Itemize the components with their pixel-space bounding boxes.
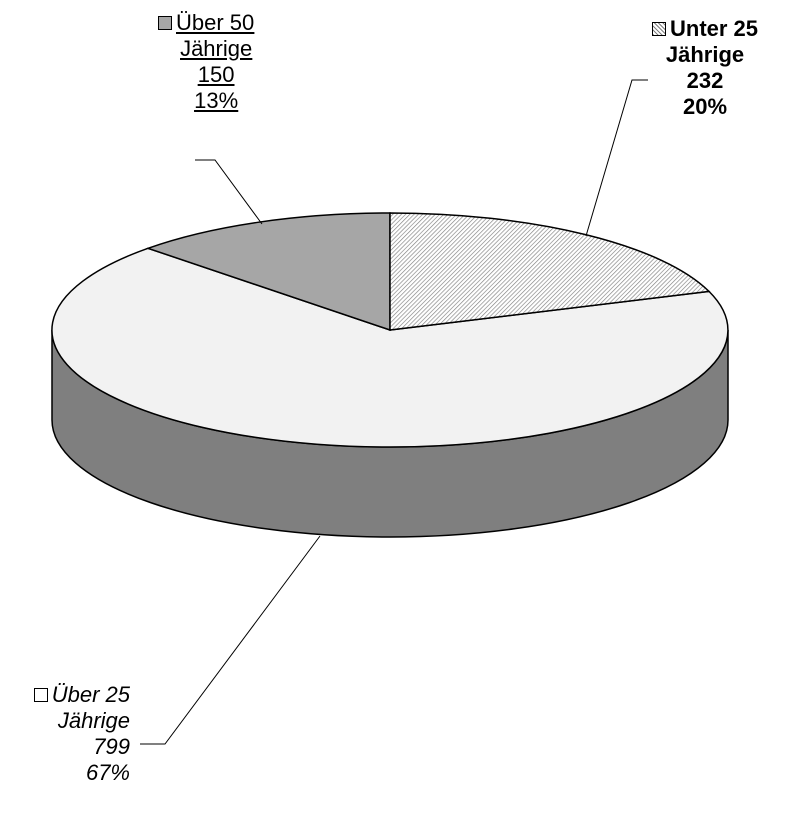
legend-swatch-over-25 — [33, 688, 48, 702]
slice-over-25 — [51, 247, 729, 448]
label-under-25-name1: Unter 25 — [670, 16, 759, 41]
legend-swatch-over-50 — [158, 16, 172, 30]
label-under-25-value: 232 — [686, 68, 724, 93]
label-over-25-name1: Über 25 — [51, 682, 130, 707]
label-under-25-percent: 20% — [683, 94, 728, 119]
label-over-50-value: 150 — [197, 62, 235, 87]
label-over-50-name1: Über 50 — [176, 10, 255, 35]
leader-line-over-50 — [195, 159, 263, 225]
data-label-over-25: Über 25 Jährige 799 67% — [12, 682, 130, 786]
slice-over-50 — [145, 212, 391, 332]
slice-under-25 — [389, 212, 711, 331]
leader-line-over-25 — [140, 535, 321, 745]
label-over-50-name2: Jährige — [180, 36, 253, 61]
label-over-25-value: 799 — [93, 734, 130, 759]
label-over-25-name2: Jährige — [57, 708, 130, 733]
label-over-50-percent: 13% — [194, 88, 239, 113]
label-under-25-name2: Jährige — [665, 42, 745, 67]
data-label-over-50: Über 50 Jährige 150 13% — [158, 10, 254, 114]
leader-line-under-25 — [585, 79, 648, 237]
legend-swatch-under-25 — [652, 22, 666, 36]
data-label-under-25: Unter 25 Jährige 232 20% — [652, 16, 758, 120]
label-over-25-percent: 67% — [85, 760, 130, 785]
